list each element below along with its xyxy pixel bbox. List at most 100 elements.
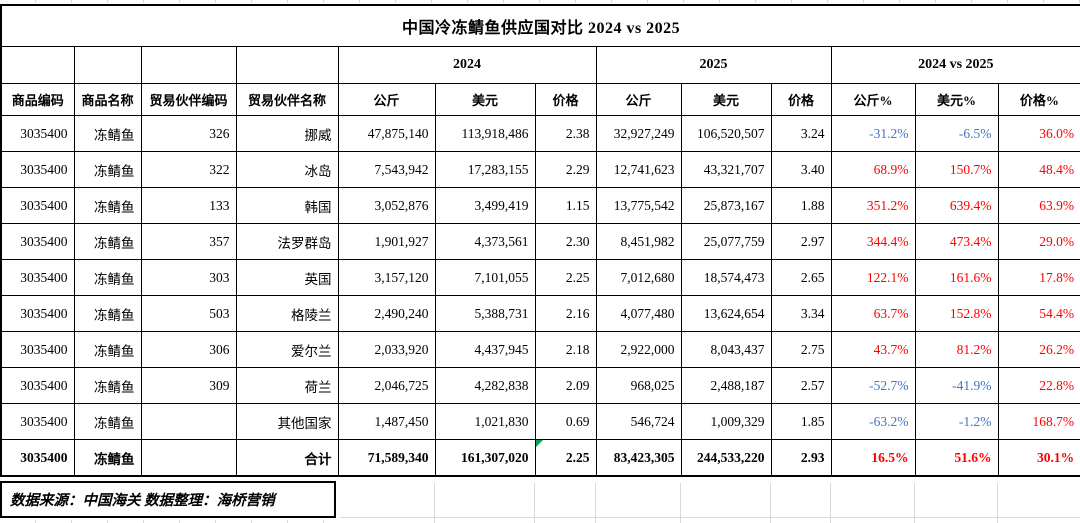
cell-price-pct[interactable]: 22.8% (997, 367, 1080, 404)
cell-kg-2025[interactable]: 4,077,480 (595, 295, 682, 332)
cell-kg-2025[interactable]: 968,025 (595, 367, 682, 404)
cell-price-pct[interactable]: 168.7% (997, 403, 1080, 440)
cell-price-2024[interactable]: 2.16 (534, 295, 597, 332)
col-header-kg-2024[interactable]: 公斤 (337, 83, 436, 116)
cell-kg-2024[interactable]: 3,052,876 (337, 187, 436, 224)
cell-code[interactable]: 3035400 (0, 115, 75, 152)
cell-usd-2025[interactable]: 1,009,329 (680, 403, 772, 440)
cell-price-2024[interactable]: 0.69 (534, 403, 597, 440)
table-title[interactable]: 中国冷冻鲭鱼供应国对比 2024 vs 2025 (0, 4, 1080, 47)
cell-usd-2025[interactable]: 244,533,220 (680, 439, 772, 477)
cell-name[interactable]: 冻鲭鱼 (73, 151, 142, 188)
cell-partner-name[interactable]: 格陵兰 (235, 295, 339, 332)
cell-partner-code[interactable]: 503 (140, 295, 237, 332)
cell-price-2025[interactable]: 2.65 (770, 259, 832, 296)
cell-partner-name[interactable]: 爱尔兰 (235, 331, 339, 368)
cell-usd-2025[interactable]: 18,574,473 (680, 259, 772, 296)
cell-price-2025[interactable]: 3.34 (770, 295, 832, 332)
group-header-2024[interactable]: 2024 (337, 46, 597, 84)
cell-partner-name[interactable]: 冰岛 (235, 151, 339, 188)
col-header-kg-pct[interactable]: 公斤% (830, 83, 916, 116)
cell-partner-code[interactable]: 326 (140, 115, 237, 152)
cell-code[interactable]: 3035400 (0, 187, 75, 224)
cell-usd-2025[interactable]: 8,043,437 (680, 331, 772, 368)
cell-name[interactable]: 冻鲭鱼 (73, 439, 142, 477)
col-header-product-code[interactable]: 商品编码 (0, 83, 75, 116)
cell-kg-2024[interactable]: 1,901,927 (337, 223, 436, 260)
cell-usd-pct[interactable]: 161.6% (914, 259, 999, 296)
cell-kg-2024[interactable]: 1,487,450 (337, 403, 436, 440)
cell-usd-2025[interactable]: 2,488,187 (680, 367, 772, 404)
cell-usd-2024[interactable]: 4,437,945 (434, 331, 536, 368)
col-header-price-pct[interactable]: 价格% (997, 83, 1080, 116)
cell-price-pct[interactable]: 26.2% (997, 331, 1080, 368)
cell-kg-pct[interactable]: 344.4% (830, 223, 916, 260)
cell-partner-name[interactable]: 挪威 (235, 115, 339, 152)
blank-header-cell[interactable] (73, 46, 142, 84)
cell-usd-pct[interactable]: 639.4% (914, 187, 999, 224)
cell-price-2025[interactable]: 1.88 (770, 187, 832, 224)
cell-usd-2024[interactable]: 4,373,561 (434, 223, 536, 260)
cell-partner-code[interactable]: 357 (140, 223, 237, 260)
cell-code[interactable]: 3035400 (0, 295, 75, 332)
col-header-usd-2024[interactable]: 美元 (434, 83, 536, 116)
cell-partner-name[interactable]: 合计 (235, 439, 339, 477)
cell-partner-name[interactable]: 法罗群岛 (235, 223, 339, 260)
cell-code[interactable]: 3035400 (0, 223, 75, 260)
cell-kg-pct[interactable]: -52.7% (830, 367, 916, 404)
cell-usd-pct[interactable]: -6.5% (914, 115, 999, 152)
cell-price-pct[interactable]: 54.4% (997, 295, 1080, 332)
cell-name[interactable]: 冻鲭鱼 (73, 259, 142, 296)
cell-kg-2024[interactable]: 47,875,140 (337, 115, 436, 152)
cell-kg-2024[interactable]: 2,490,240 (337, 295, 436, 332)
cell-usd-2025[interactable]: 106,520,507 (680, 115, 772, 152)
cell-code[interactable]: 3035400 (0, 439, 75, 477)
cell-usd-2024[interactable]: 5,388,731 (434, 295, 536, 332)
cell-name[interactable]: 冻鲭鱼 (73, 115, 142, 152)
cell-usd-pct[interactable]: 51.6% (914, 439, 999, 477)
cell-kg-pct[interactable]: -63.2% (830, 403, 916, 440)
cell-price-2024[interactable]: 2.30 (534, 223, 597, 260)
cell-usd-2025[interactable]: 43,321,707 (680, 151, 772, 188)
cell-usd-2025[interactable]: 25,077,759 (680, 223, 772, 260)
cell-usd-2025[interactable]: 13,624,654 (680, 295, 772, 332)
cell-kg-pct[interactable]: 351.2% (830, 187, 916, 224)
cell-kg-pct[interactable]: 68.9% (830, 151, 916, 188)
cell-price-2024[interactable]: 2.09 (534, 367, 597, 404)
cell-price-2024[interactable]: 1.15 (534, 187, 597, 224)
cell-kg-pct[interactable]: 16.5% (830, 439, 916, 477)
cell-kg-2025[interactable]: 83,423,305 (595, 439, 682, 477)
cell-price-2024[interactable]: 2.25 (534, 259, 597, 296)
cell-usd-2024[interactable]: 161,307,020 (434, 439, 536, 477)
col-header-kg-2025[interactable]: 公斤 (595, 83, 682, 116)
cell-kg-2025[interactable]: 546,724 (595, 403, 682, 440)
col-header-usd-2025[interactable]: 美元 (680, 83, 772, 116)
cell-price-pct[interactable]: 30.1% (997, 439, 1080, 477)
cell-name[interactable]: 冻鲭鱼 (73, 295, 142, 332)
cell-kg-2025[interactable]: 8,451,982 (595, 223, 682, 260)
data-source-note[interactable]: 数据来源：中国海关 数据整理：海桥营销 (0, 481, 336, 518)
cell-code[interactable]: 3035400 (0, 367, 75, 404)
cell-kg-pct[interactable]: 122.1% (830, 259, 916, 296)
cell-price-2025[interactable]: 2.97 (770, 223, 832, 260)
cell-partner-code[interactable]: 133 (140, 187, 237, 224)
cell-partner-code[interactable]: 306 (140, 331, 237, 368)
col-header-usd-pct[interactable]: 美元% (914, 83, 999, 116)
cell-usd-2024[interactable]: 17,283,155 (434, 151, 536, 188)
cell-name[interactable]: 冻鲭鱼 (73, 223, 142, 260)
cell-usd-pct[interactable]: -1.2% (914, 403, 999, 440)
cell-price-2025[interactable]: 2.57 (770, 367, 832, 404)
cell-price-2024[interactable]: 2.25 (534, 439, 597, 477)
cell-price-pct[interactable]: 63.9% (997, 187, 1080, 224)
cell-name[interactable]: 冻鲭鱼 (73, 331, 142, 368)
cell-kg-2025[interactable]: 32,927,249 (595, 115, 682, 152)
col-header-partner-code[interactable]: 贸易伙伴编码 (140, 83, 237, 116)
cell-price-2025[interactable]: 1.85 (770, 403, 832, 440)
group-header-2025[interactable]: 2025 (595, 46, 832, 84)
cell-kg-2024[interactable]: 3,157,120 (337, 259, 436, 296)
cell-price-2024[interactable]: 2.38 (534, 115, 597, 152)
cell-name[interactable]: 冻鲭鱼 (73, 403, 142, 440)
cell-partner-name[interactable]: 荷兰 (235, 367, 339, 404)
cell-kg-2024[interactable]: 2,046,725 (337, 367, 436, 404)
cell-name[interactable]: 冻鲭鱼 (73, 187, 142, 224)
